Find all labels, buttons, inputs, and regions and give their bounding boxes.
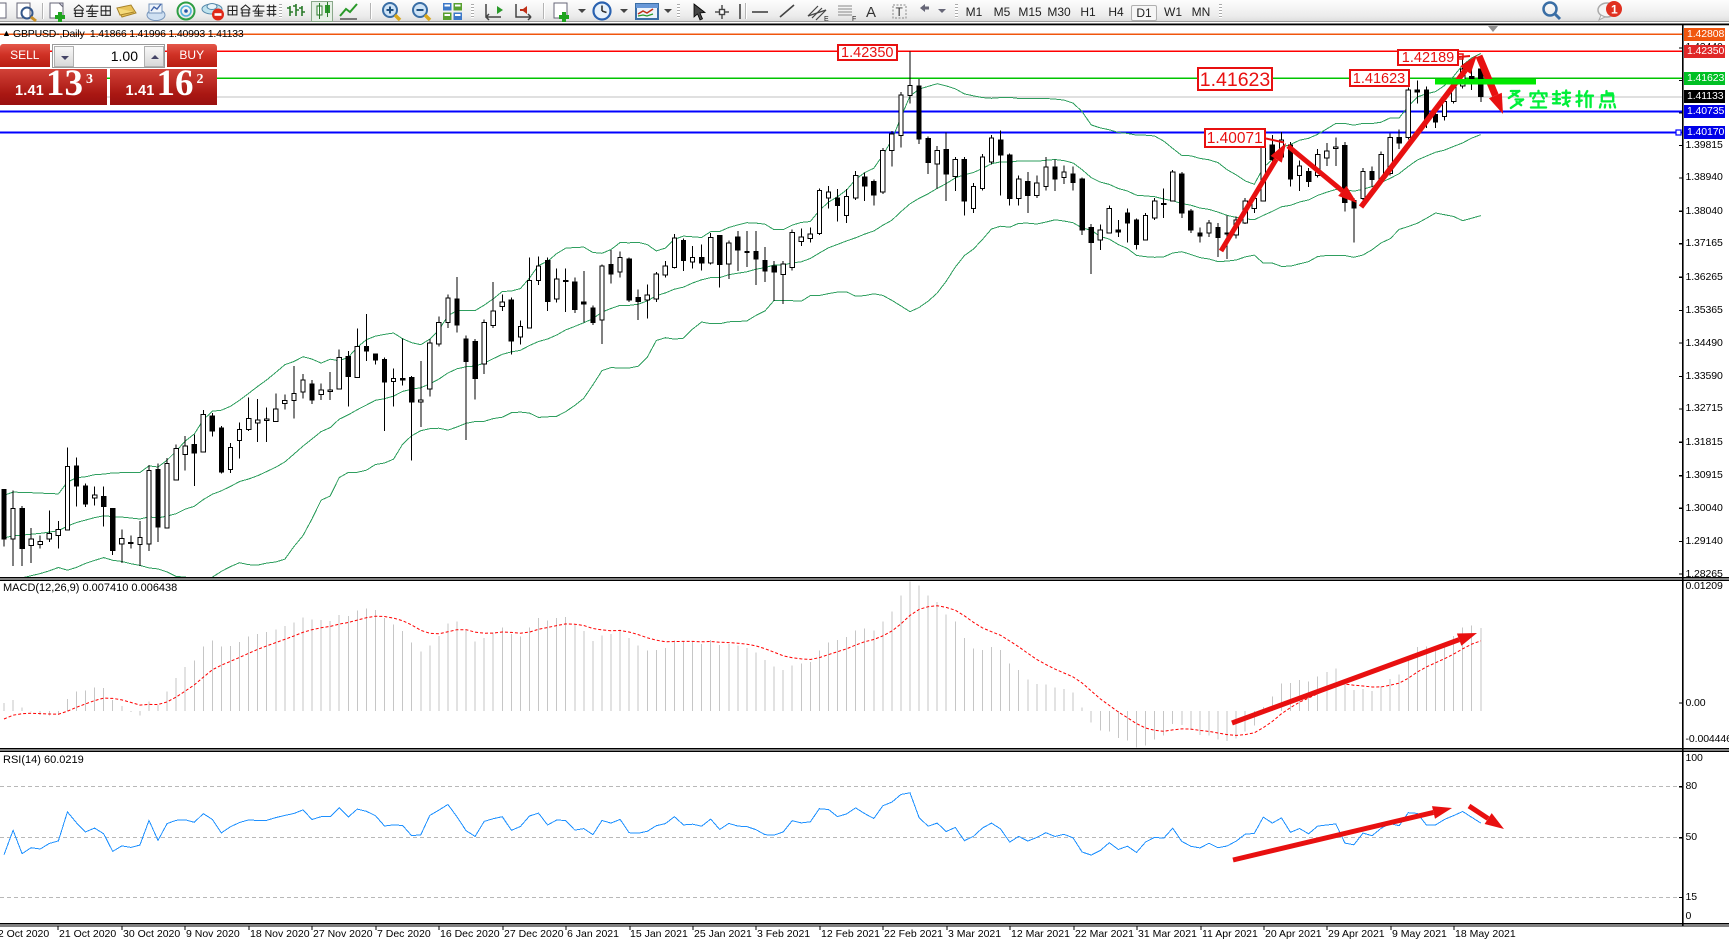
svg-text:T: T	[896, 5, 904, 19]
svg-text:E: E	[824, 16, 829, 23]
svg-text:A: A	[866, 4, 876, 21]
svg-text:1: 1	[1611, 3, 1618, 17]
svg-text:F: F	[852, 16, 856, 23]
